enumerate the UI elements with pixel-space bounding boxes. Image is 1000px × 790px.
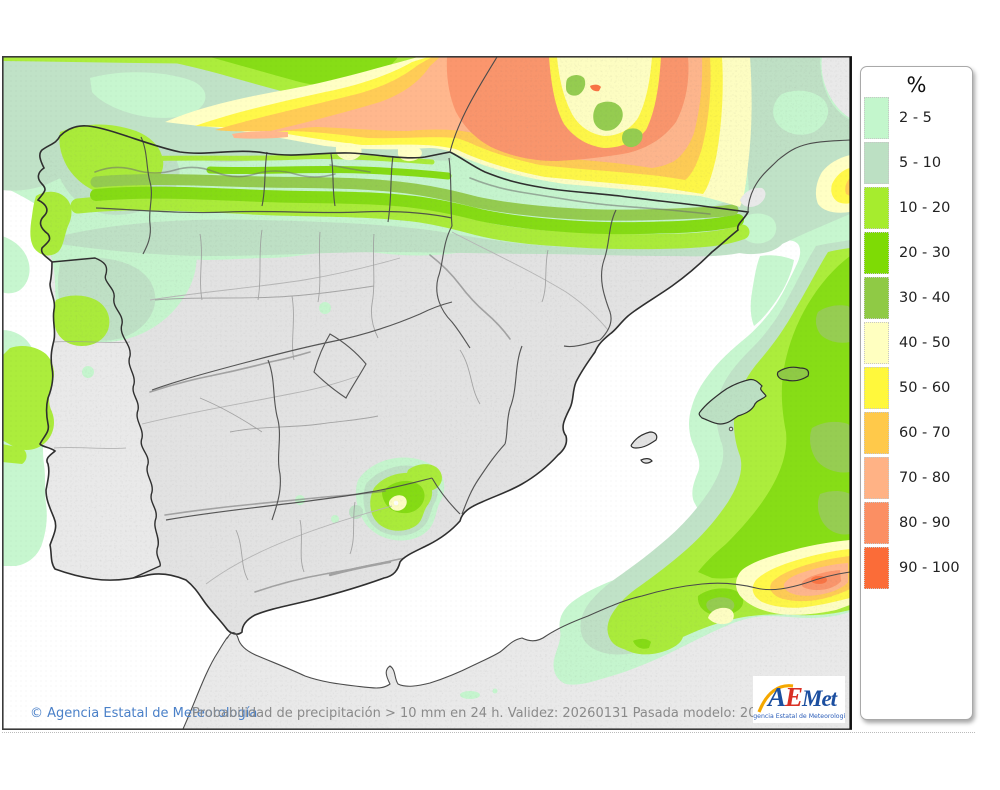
legend-swatch [864,411,889,454]
legend-row: 5 - 10 [861,140,972,185]
legend-label: 50 - 60 [899,379,951,396]
rivers [141,231,609,585]
legend-label: 2 - 5 [899,109,932,126]
legend-row: 20 - 30 [861,230,972,275]
logo-letter-e: E [784,682,803,712]
page-dotted-line [2,732,975,733]
legend-label: 70 - 80 [899,469,951,486]
legend-label: 80 - 90 [899,514,951,531]
legend-swatch [864,186,889,229]
legend-swatch [864,366,889,409]
legend-label: 5 - 10 [899,154,942,171]
legend-row: 50 - 60 [861,365,972,410]
aemet-logo: A E Met Agencia Estatal de Meteorología [749,676,849,723]
legend-label: 40 - 50 [899,334,951,351]
probability-legend: % 2 - 5 5 - 10 10 - 20 20 - 30 30 - 40 4… [860,66,973,720]
legend-row: 70 - 80 [861,455,972,500]
coastlines [36,56,851,730]
copyright-text: © Agencia Estatal de Meteorología [30,706,258,721]
legend-label: 90 - 100 [899,559,960,576]
legend-title: % [906,73,927,97]
legend-row: 90 - 100 [861,545,972,590]
legend-label: 60 - 70 [899,424,951,441]
legend-rows: 2 - 5 5 - 10 10 - 20 20 - 30 30 - 40 40 … [861,95,972,590]
legend-row: 40 - 50 [861,320,972,365]
region-borders [95,136,617,521]
legend-label: 30 - 40 [899,289,951,306]
legend-swatch [864,321,889,364]
legend-swatch [864,231,889,274]
legend-swatch [864,546,889,589]
legend-row: 2 - 5 [861,95,972,140]
logo-swoosh [757,684,794,713]
legend-swatch [864,501,889,544]
logo-letter-a: A [766,682,786,712]
aemet-logo-graphic: A E Met Agencia Estatal de Meteorología [749,682,849,720]
legend-swatch [864,276,889,319]
precipitation-probability-map [2,56,852,730]
legend-swatch [864,141,889,184]
legend-row: 10 - 20 [861,185,972,230]
model-info-text: Probabilidad de precipitación > 10 mm en… [192,706,823,721]
legend-swatch [864,456,889,499]
legend-row: 60 - 70 [861,410,972,455]
legend-label: 20 - 30 [899,244,951,261]
halftone-texture [2,56,852,730]
legend-row: 80 - 90 [861,500,972,545]
legend-row: 30 - 40 [861,275,972,320]
logo-letters-met: Met [801,686,838,711]
province-borders [53,229,549,581]
legend-swatch [864,96,889,139]
legend-label: 10 - 20 [899,199,951,216]
map-canvas [2,56,852,730]
logo-subtitle: Agencia Estatal de Meteorología [753,712,845,720]
